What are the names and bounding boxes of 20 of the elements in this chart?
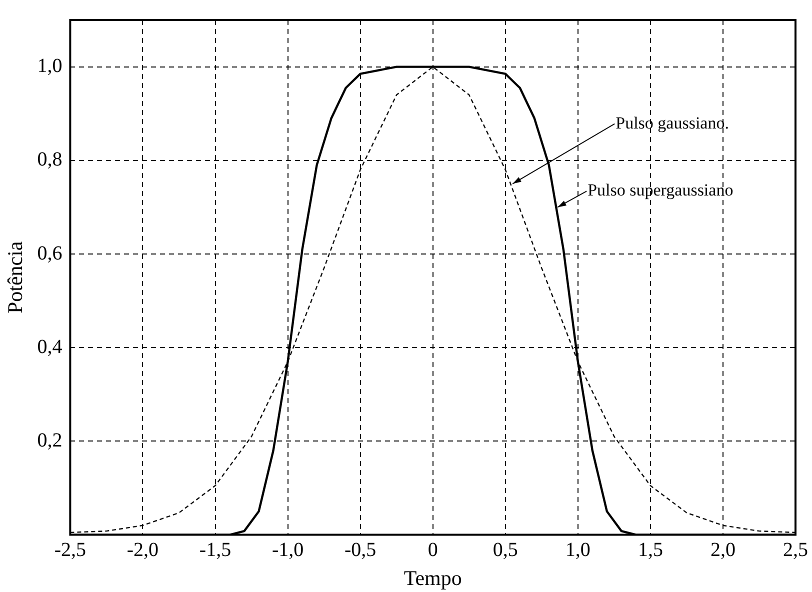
x-tick-label: 1,0: [565, 539, 590, 562]
x-tick-label: -1,0: [272, 539, 304, 562]
x-tick-label: 1,5: [638, 539, 663, 562]
y-axis-title: Potência: [3, 240, 28, 314]
y-tick-label: 1,0: [37, 55, 62, 78]
y-tick-label: 0,8: [37, 148, 62, 171]
y-tick-label: 0,2: [37, 429, 62, 452]
y-tick-label: 0,6: [37, 242, 62, 264]
x-tick-label: 0,5: [492, 539, 518, 562]
annotation: Pulso supergaussiano: [588, 180, 734, 200]
x-tick-label: 2,0: [710, 539, 736, 562]
x-tick-label: 2,5: [783, 539, 808, 562]
y-tick-label: 0,4: [37, 336, 62, 358]
annotation: Pulso gaussiano.: [616, 113, 729, 132]
x-tick-label: -2,0: [126, 539, 159, 562]
x-tick-label: 0: [428, 539, 438, 562]
x-axis-title: Tempo: [404, 566, 462, 590]
x-tick-label: -1,5: [199, 539, 232, 562]
x-tick-label: -2,5: [54, 539, 86, 562]
x-tick-label: -0,5: [344, 539, 376, 562]
